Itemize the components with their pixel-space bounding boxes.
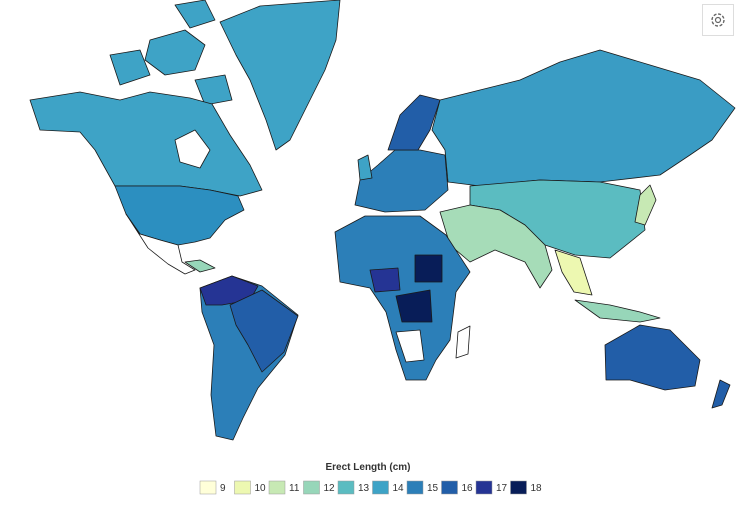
southern-africa-blank: [395, 329, 425, 363]
gear-icon: [711, 13, 725, 27]
scandinavia: [387, 94, 441, 151]
new-zealand: [711, 379, 731, 409]
legend-swatch: [303, 480, 320, 495]
legend-swatch: [475, 480, 493, 495]
se-asia: [554, 249, 593, 296]
settings-button[interactable]: [702, 4, 734, 36]
japan: [634, 184, 657, 226]
legend-swatch: [337, 480, 355, 495]
legend-swatch: [406, 480, 424, 495]
australia: [604, 324, 701, 391]
legend-swatch: [372, 480, 389, 495]
hudson-bay: [174, 129, 211, 169]
legend-swatch: [234, 480, 251, 495]
caribbean: [184, 259, 216, 273]
legend-label: 15: [427, 483, 439, 494]
greenland: [219, 0, 341, 151]
indonesia: [574, 299, 661, 323]
uk: [357, 154, 373, 181]
legend-label: 10: [255, 483, 267, 494]
legend-label: 9: [220, 483, 226, 494]
west-africa: [369, 267, 401, 293]
arctic-island: [174, 0, 216, 29]
legend-title: Erect Length (cm): [325, 462, 410, 473]
legend-label: 11: [289, 483, 300, 494]
legend-label: 16: [462, 483, 474, 494]
sudan: [414, 254, 443, 283]
russia: [431, 49, 736, 187]
middle-east: [439, 204, 553, 289]
legend-label: 12: [324, 483, 336, 494]
central-africa: [395, 289, 433, 323]
canada: [29, 91, 263, 197]
arctic-island: [194, 74, 233, 106]
brazil: [229, 289, 299, 373]
countries: [29, 0, 736, 441]
legend-label: 14: [393, 483, 405, 494]
legend-swatch: [199, 480, 217, 495]
legend-swatch: [510, 480, 527, 495]
legend-label: 13: [358, 483, 370, 494]
arctic-island: [109, 49, 151, 86]
usa: [114, 185, 245, 246]
legend-swatch: [268, 480, 286, 495]
legend-label: 18: [531, 483, 543, 494]
mexico: [125, 213, 196, 275]
legend-swatch: [441, 480, 458, 495]
arctic-island: [144, 29, 206, 76]
madagascar: [455, 325, 471, 359]
legend: Erect Length (cm) 9 10 11 12 13 14 15 16 17 18: [199, 462, 543, 495]
legend-label: 17: [496, 483, 508, 494]
